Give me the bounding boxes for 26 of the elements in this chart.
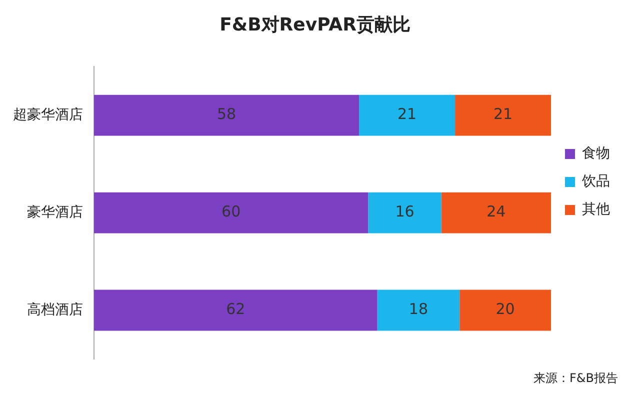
- bar: [368, 192, 442, 234]
- bar: [460, 290, 551, 331]
- data-label: 16: [395, 202, 414, 221]
- y-tick-label: 高档酒店: [27, 302, 83, 318]
- data-label: 21: [398, 105, 417, 124]
- legend-label: 食物: [582, 146, 610, 162]
- source-note: 来源：F&B报告: [534, 370, 618, 387]
- data-label: 60: [222, 202, 241, 221]
- data-label: 21: [493, 105, 513, 124]
- legend-label: 其他: [582, 202, 610, 218]
- bar: [455, 94, 551, 136]
- y-tick-label: 豪华酒店: [27, 204, 83, 220]
- bar: [94, 290, 378, 331]
- data-label: 20: [496, 300, 515, 318]
- bar: [377, 290, 460, 331]
- y-tick-label: 超豪华酒店: [13, 106, 83, 123]
- chart-title: F&B对RevPAR贡献比: [220, 14, 410, 36]
- data-label: 62: [226, 300, 246, 318]
- legend-label: 饮品: [581, 174, 610, 190]
- data-label: 24: [486, 202, 506, 221]
- bar: [94, 94, 360, 136]
- bar: [94, 192, 368, 234]
- data-label: 58: [216, 105, 236, 124]
- data-label: 18: [408, 300, 428, 318]
- bar: [441, 192, 551, 234]
- bar: [359, 94, 456, 136]
